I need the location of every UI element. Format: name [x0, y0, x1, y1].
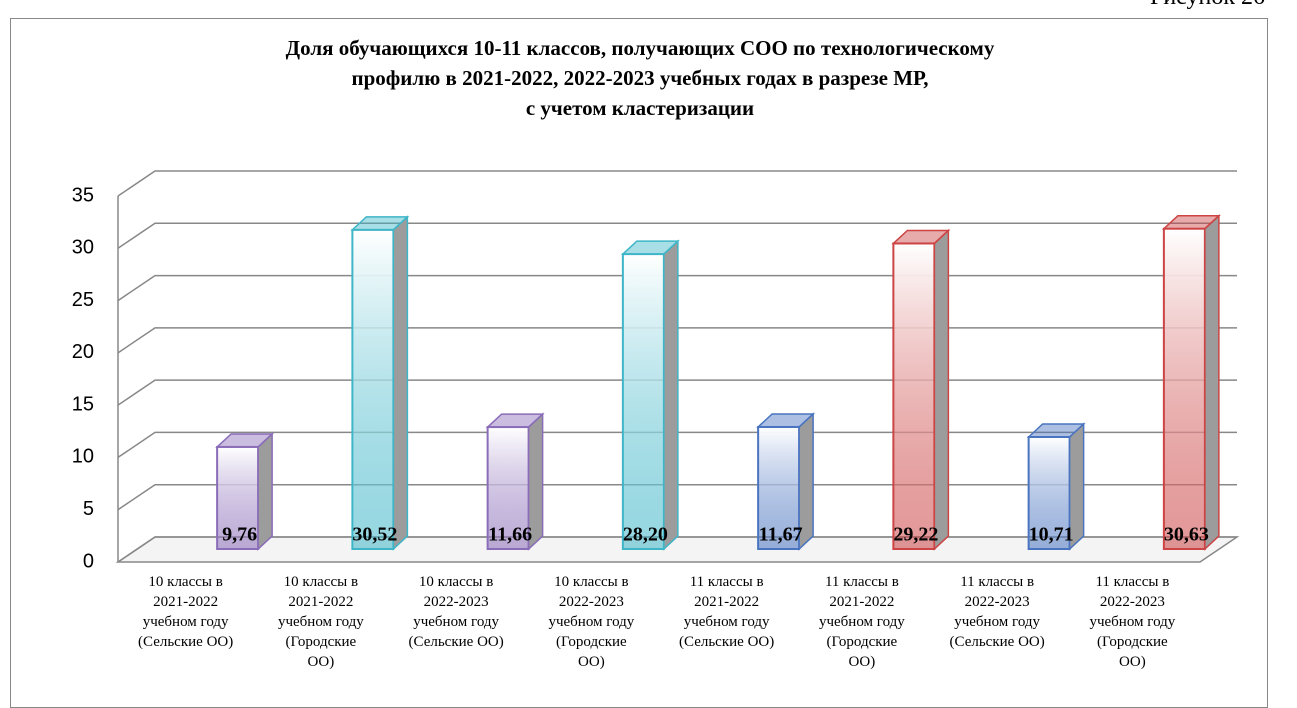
bar-top	[1161, 214, 1221, 230]
grid-line	[117, 431, 1237, 459]
y-tick-label: 5	[83, 498, 94, 520]
y-tick-label: 0	[83, 550, 94, 572]
chart-title: Доля обучающихся 10-11 классов, получающ…	[285, 36, 995, 120]
y-tick-label: 30	[72, 237, 94, 259]
bar-top	[756, 413, 816, 428]
value-label: 10,71	[1029, 524, 1074, 546]
grid-line	[117, 536, 1237, 563]
y-tick-label: 10	[72, 446, 94, 468]
y-tick-label: 25	[72, 289, 94, 311]
bar	[1162, 227, 1206, 550]
bar-side	[257, 432, 273, 551]
grid-line	[117, 483, 1237, 511]
bar	[1027, 436, 1071, 550]
bar-top	[1026, 423, 1086, 438]
bar-top	[215, 433, 275, 448]
bar-top	[620, 240, 680, 255]
value-label: 11,67	[759, 524, 803, 546]
value-label: 11,66	[488, 524, 532, 546]
bar-top	[891, 229, 951, 245]
y-tick-label: 35	[72, 184, 94, 206]
value-label: 29,22	[893, 524, 938, 546]
value-label: 30,52	[352, 524, 397, 546]
x-tick-label: 11 классы в 2021-2022 учебном году (Сель…	[679, 574, 775, 650]
grid-line	[117, 274, 1237, 302]
caption: Рисунок 26	[1150, 0, 1265, 11]
bar	[892, 242, 936, 550]
bar	[621, 253, 665, 550]
y-tick-label: 20	[72, 341, 94, 363]
bar	[351, 228, 395, 551]
y-tick-label: 15	[72, 393, 94, 415]
bar-side	[1204, 213, 1220, 551]
grid-line	[117, 379, 1237, 406]
value-label: 28,20	[623, 524, 668, 546]
bar	[216, 445, 260, 551]
bar-top	[350, 216, 410, 231]
x-tick-label: 11 классы в 2021-2022 учебном году (Горо…	[818, 574, 905, 670]
bar-top	[485, 413, 545, 428]
grid-line	[117, 170, 1237, 197]
x-tick-label: 10 классы в 2021-2022 учебном году (Сель…	[138, 574, 234, 650]
x-tick-label: 11 классы в 2022-2023 учебном году (Горо…	[1089, 574, 1176, 670]
x-tick-label: 10 классы в 2022-2023 учебном году (Горо…	[548, 574, 635, 670]
bar	[757, 425, 801, 551]
x-tick-label: 10 классы в 2022-2023 учебном году (Сель…	[408, 574, 504, 650]
bar-side	[392, 215, 409, 551]
value-label: 30,63	[1164, 524, 1209, 546]
bar-side	[933, 228, 950, 551]
bar-side	[663, 239, 679, 551]
grid-line	[117, 222, 1237, 249]
x-tick-label: 10 классы в 2021-2022 учебном году (Горо…	[277, 574, 364, 670]
value-label: 9,76	[222, 524, 257, 546]
x-tick-label: 11 классы в 2022-2023 учебном году (Сель…	[949, 574, 1045, 650]
grid-line	[117, 327, 1237, 354]
